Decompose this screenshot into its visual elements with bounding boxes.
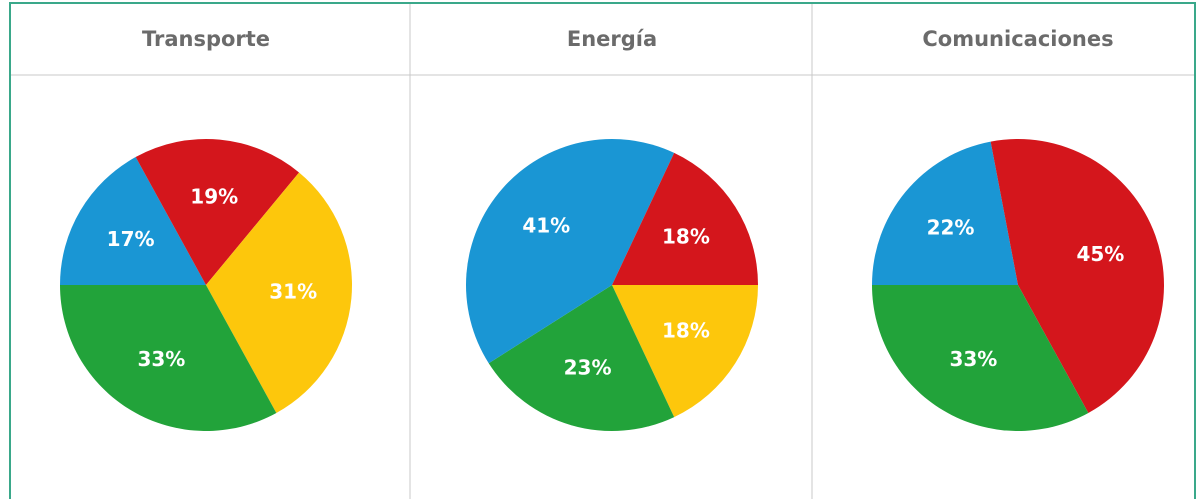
chart-title: Energía	[567, 27, 657, 51]
pie-slice	[872, 141, 1018, 285]
pie-slice	[612, 152, 758, 285]
pie-slice	[60, 157, 206, 285]
slice-label: 18%	[662, 318, 710, 342]
pie-slice	[60, 285, 277, 431]
frame	[9, 2, 1196, 499]
pie-slice	[206, 172, 352, 413]
pie-slice	[465, 139, 675, 364]
slice-label: 45%	[1076, 242, 1124, 266]
chart-title: Transporte	[142, 27, 270, 51]
slice-label: 19%	[190, 184, 238, 208]
pie-slice	[612, 285, 758, 418]
slice-label: 33%	[949, 347, 997, 371]
slice-label: 18%	[662, 225, 710, 249]
slice-label: 23%	[564, 356, 612, 380]
slice-label: 41%	[522, 214, 570, 238]
slice-label: 22%	[927, 216, 975, 240]
chart-title: Comunicaciones	[922, 27, 1113, 51]
pie-slice	[990, 139, 1164, 413]
slice-label: 17%	[107, 227, 155, 251]
pie-slice	[488, 285, 675, 431]
slice-label: 31%	[269, 280, 317, 304]
pie-slice	[135, 139, 300, 285]
slice-label: 33%	[137, 347, 185, 371]
pie-slice	[872, 285, 1089, 431]
